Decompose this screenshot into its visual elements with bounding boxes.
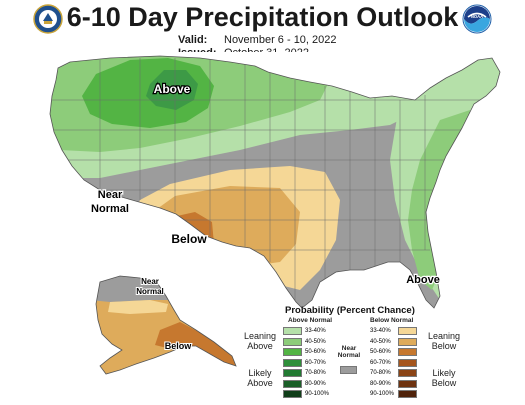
legend-above-swatch xyxy=(283,390,302,398)
noaa-logo-icon: NOAA xyxy=(462,4,492,34)
legend-near-swatch xyxy=(340,366,357,374)
label-above-southeast: Above xyxy=(406,274,440,286)
legend-below-label: 50-60% xyxy=(370,349,391,355)
legend-near-header: Near Normal xyxy=(334,345,364,359)
legend-below-label: 40-50% xyxy=(370,338,391,345)
leaning-above-1: Leaning xyxy=(243,331,277,341)
legend-above-swatch xyxy=(283,358,302,367)
legend-below-label: 70-80% xyxy=(370,370,391,376)
label-near-normal-2: Normal xyxy=(91,203,129,215)
likely-above-1: Likely xyxy=(248,368,272,378)
legend-above-header: Above Normal xyxy=(288,317,333,324)
legend-below-label: 80-90% xyxy=(370,380,391,387)
label-below-southwest: Below xyxy=(171,232,207,246)
valid-label: Valid: xyxy=(178,34,208,46)
legend-below-header: Below Normal xyxy=(370,317,414,324)
legend-below-swatch xyxy=(398,379,417,388)
noaa-logo-text: NOAA xyxy=(471,14,483,19)
label-alaska-near-2: Normal xyxy=(136,287,164,296)
legend-below-swatch xyxy=(398,337,417,346)
legend-above-label: 40-50% xyxy=(305,338,326,345)
likely-below-1: Likely xyxy=(432,368,456,378)
label-near-normal-1: Near xyxy=(98,189,123,201)
likely-below-2: Below xyxy=(431,378,457,388)
legend-likely-below: Likely Below xyxy=(424,368,464,388)
legend-near-header-1: Near xyxy=(341,345,357,352)
legend-above-swatch xyxy=(283,379,302,388)
state-lines xyxy=(50,58,500,300)
valid-date: November 6 - 10, 2022 xyxy=(224,34,337,46)
legend-above-label: 90-100% xyxy=(305,391,330,397)
legend-below-label: 60-70% xyxy=(370,359,391,366)
page-title: 6-10 Day Precipitation Outlook xyxy=(66,2,459,32)
legend-above-label: 33-40% xyxy=(305,328,326,334)
legend-above-swatch xyxy=(283,327,302,335)
leaning-below-1: Leaning xyxy=(427,331,461,341)
legend-above-label: 60-70% xyxy=(305,359,326,366)
label-above-north: Above xyxy=(154,82,191,96)
leaning-below-2: Below xyxy=(431,341,457,351)
legend-below-label: 90-100% xyxy=(370,391,395,397)
legend-above-swatch xyxy=(283,348,302,356)
legend-below-swatch xyxy=(398,390,417,398)
label-alaska-near-1: Near xyxy=(141,277,159,286)
legend-above-swatch xyxy=(283,337,302,346)
legend-likely-above: Likely Above xyxy=(240,368,280,388)
likely-above-2: Above xyxy=(247,378,273,388)
legend-above-swatch xyxy=(283,369,302,377)
label-alaska-below: Below xyxy=(165,341,193,351)
legend-title: Probability (Percent Chance) xyxy=(285,305,415,316)
legend-near-header-2: Normal xyxy=(337,352,361,359)
legend-above-label: 50-60% xyxy=(305,349,326,355)
legend-leaning-below: Leaning Below xyxy=(424,331,464,351)
legend-below-swatch xyxy=(398,369,417,377)
legend-below-label: 33-40% xyxy=(370,328,391,334)
doc-seal-icon xyxy=(33,4,63,34)
legend-below-swatch xyxy=(398,358,417,367)
legend-leaning-above: Leaning Above xyxy=(240,331,280,351)
leaning-above-2: Above xyxy=(247,341,273,351)
legend-below-swatch xyxy=(398,327,417,335)
legend-above-label: 70-80% xyxy=(305,370,326,376)
legend-above-label: 80-90% xyxy=(305,380,326,387)
legend-below-swatch xyxy=(398,348,417,356)
